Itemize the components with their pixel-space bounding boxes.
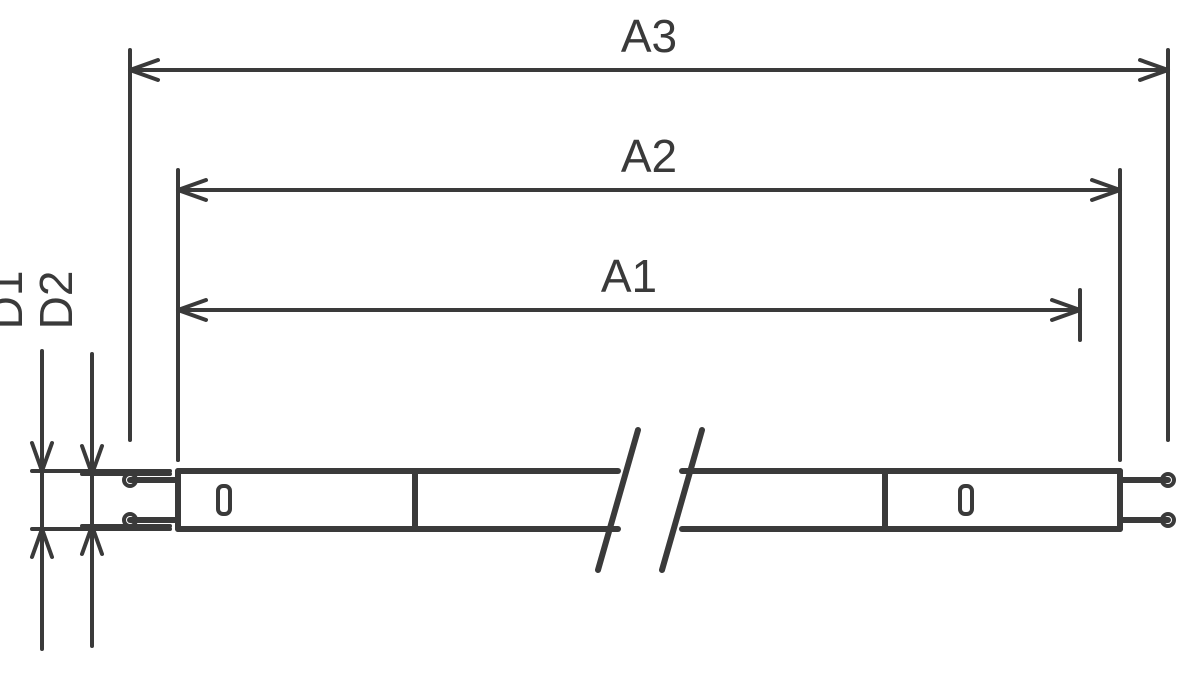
dim-label-A3: A3 — [621, 10, 677, 62]
dim-label-D1: D1 — [0, 271, 32, 330]
dim-label-A1: A1 — [601, 250, 657, 302]
right-cap-slot — [960, 486, 972, 514]
diagram-canvas: A3 A2 A1 D1D2 — [0, 0, 1200, 699]
dim-label-D2: D2 — [30, 271, 82, 330]
left-cap-slot — [218, 486, 230, 514]
dim-label-A2: A2 — [621, 130, 677, 182]
break-mark — [598, 430, 638, 570]
